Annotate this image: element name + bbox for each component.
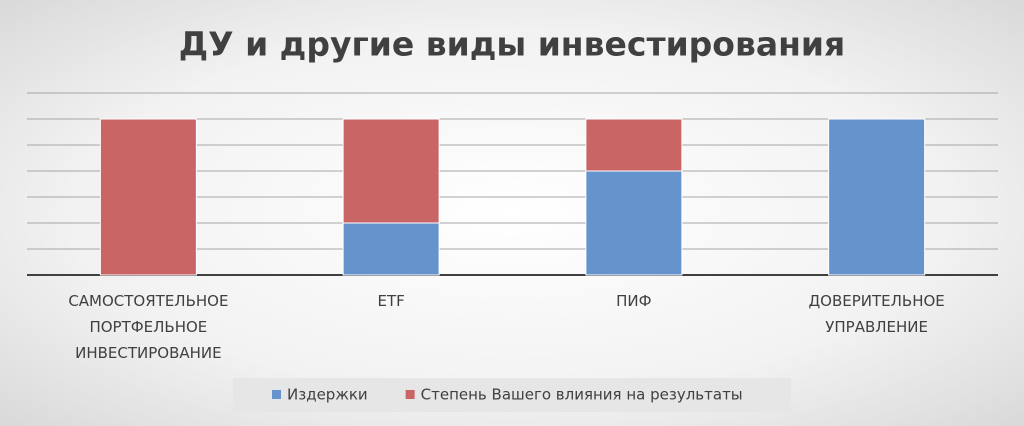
legend-box xyxy=(233,378,791,412)
legend-swatch xyxy=(405,390,415,399)
bar-segment xyxy=(342,222,440,276)
legend-label: Издержки xyxy=(287,386,368,404)
bar-segment xyxy=(342,118,440,224)
x-tick-label: ПИФ xyxy=(616,292,652,310)
x-tick-label: ДОВЕРИТЕЛЬНОЕ УПРАВЛЕНИЕ xyxy=(808,292,945,336)
legend-swatch xyxy=(272,390,281,399)
bar-segment xyxy=(99,118,197,276)
legend-label: Степень Вашего влияния на результаты xyxy=(421,386,743,404)
x-tick-label: ETF xyxy=(377,292,405,310)
x-tick-label: САМОСТОЯТЕЛЬНОЕ ПОРТФЕЛЬНОЕ ИНВЕСТИРОВАН… xyxy=(68,292,229,362)
bar-segment xyxy=(828,118,926,276)
chart-title: ДУ и другие виды инвестирования xyxy=(179,25,846,64)
bar-segment xyxy=(585,170,683,276)
bar-segment xyxy=(585,118,683,172)
